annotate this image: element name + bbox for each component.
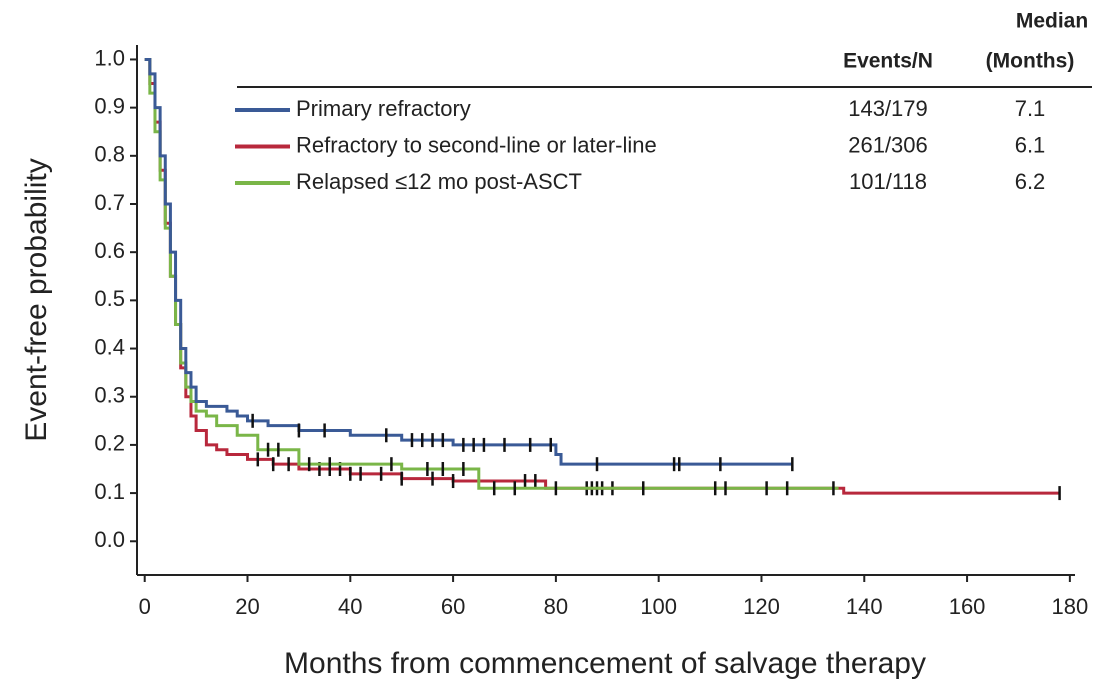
y-tick-label: 0.1 xyxy=(94,479,125,504)
survival-curve xyxy=(144,57,793,466)
y-tick-label: 0.5 xyxy=(94,286,125,311)
legend-events: 143/179 xyxy=(848,96,928,121)
x-tick-label: 160 xyxy=(949,594,986,619)
legend-median: 6.2 xyxy=(1015,169,1046,194)
y-tick-label: 1.0 xyxy=(94,45,125,70)
legend-events: 101/118 xyxy=(849,169,927,194)
y-axis-label: Event-free probability xyxy=(20,158,53,441)
x-tick-label: 20 xyxy=(235,594,259,619)
legend-label: Refractory to second-line or later-line xyxy=(296,132,657,157)
y-tick-label: 0.7 xyxy=(94,190,125,215)
y-tick-label: 0.2 xyxy=(94,431,125,456)
survival-curve xyxy=(144,57,839,490)
y-tick-label: 0.9 xyxy=(94,93,125,118)
y-tick-label: 0.3 xyxy=(94,383,125,408)
x-tick-label: 140 xyxy=(846,594,883,619)
x-tick-label: 180 xyxy=(1052,594,1089,619)
x-tick-label: 60 xyxy=(441,594,465,619)
y-tick-label: 0.8 xyxy=(94,142,125,167)
y-tick-label: 0.6 xyxy=(94,238,125,263)
legend-median: 7.1 xyxy=(1015,96,1046,121)
x-axis-label: Months from commencement of salvage ther… xyxy=(284,647,926,680)
x-tick-label: 40 xyxy=(338,594,362,619)
legend-header: Median xyxy=(1016,10,1088,33)
legend-median: 6.1 xyxy=(1015,132,1046,157)
x-tick-label: 80 xyxy=(544,594,568,619)
x-tick-label: 120 xyxy=(743,594,780,619)
y-tick-label: 0.0 xyxy=(94,527,125,552)
legend-events: 261/306 xyxy=(848,132,928,157)
survival-curve xyxy=(144,57,1060,495)
legend-label: Relapsed ≤12 mo post-ASCT xyxy=(296,169,582,194)
x-tick-label: 100 xyxy=(640,594,677,619)
legend-label: Primary refractory xyxy=(296,96,471,121)
x-tick-label: 0 xyxy=(139,594,151,619)
legend-header: Events/N xyxy=(843,50,933,73)
legend-header: (Months) xyxy=(986,50,1075,73)
y-tick-label: 0.4 xyxy=(94,334,125,359)
